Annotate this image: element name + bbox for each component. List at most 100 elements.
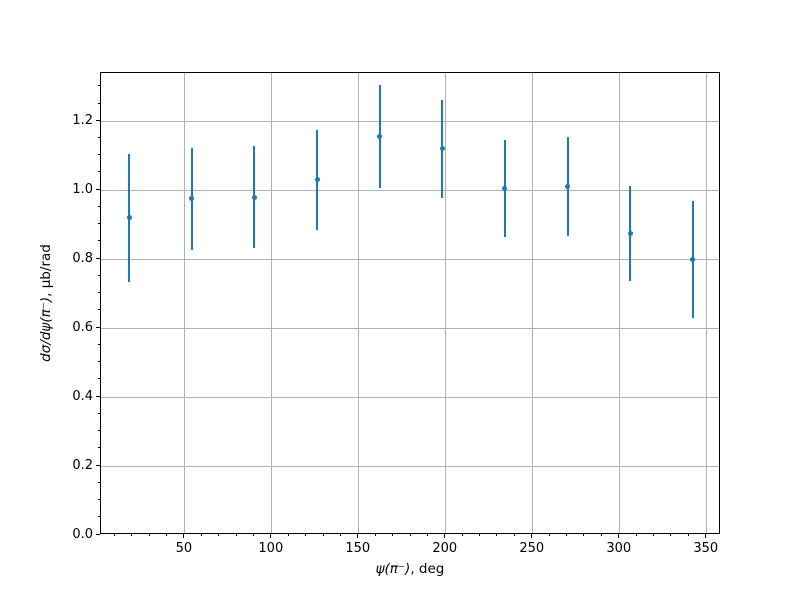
gridline-vertical bbox=[271, 73, 273, 533]
gridline-horizontal bbox=[101, 258, 719, 260]
y-axis-minor-tick bbox=[98, 343, 100, 345]
x-axis-minor-tick bbox=[200, 534, 202, 536]
x-axis-minor-tick bbox=[339, 534, 341, 536]
x-axis-label-math: ψ(π⁻) bbox=[375, 561, 411, 577]
x-axis-minor-tick bbox=[426, 534, 428, 536]
x-axis-major-tick bbox=[618, 534, 620, 538]
y-axis-minor-tick bbox=[98, 309, 100, 311]
y-axis-minor-tick bbox=[98, 171, 100, 173]
x-axis-minor-tick bbox=[131, 534, 133, 536]
x-axis-tick-label: 250 bbox=[519, 541, 545, 556]
data-point-marker bbox=[189, 196, 195, 202]
gridline-horizontal bbox=[101, 396, 719, 398]
x-axis-minor-tick bbox=[165, 534, 167, 536]
data-point-marker bbox=[377, 134, 383, 140]
gridline-horizontal bbox=[101, 120, 719, 122]
gridline-vertical bbox=[706, 73, 708, 533]
y-axis-tick-label: 1.2 bbox=[72, 112, 93, 128]
y-axis-tick-label: 0.8 bbox=[72, 250, 93, 266]
gridline-vertical bbox=[358, 73, 360, 533]
x-axis-minor-tick bbox=[670, 534, 672, 536]
y-axis-minor-tick bbox=[98, 154, 100, 156]
y-axis-tick-label: 1.0 bbox=[72, 181, 93, 197]
y-axis-minor-tick bbox=[98, 481, 100, 483]
x-axis-minor-tick bbox=[635, 534, 637, 536]
x-axis-tick-label: 300 bbox=[606, 541, 632, 556]
data-point-marker bbox=[502, 186, 508, 191]
y-axis-minor-tick bbox=[98, 274, 100, 276]
gridline-horizontal bbox=[101, 465, 719, 467]
y-axis-major-tick bbox=[96, 257, 100, 259]
gridline-vertical bbox=[619, 73, 621, 533]
y-axis-minor-tick bbox=[98, 430, 100, 432]
gridline-vertical bbox=[445, 73, 447, 533]
y-axis-tick-label: 0.0 bbox=[72, 526, 93, 542]
x-axis-minor-tick bbox=[113, 534, 115, 536]
y-axis-major-tick bbox=[96, 395, 100, 397]
x-axis-minor-tick bbox=[287, 534, 289, 536]
data-point-marker bbox=[251, 194, 257, 200]
x-axis-minor-tick bbox=[305, 534, 307, 536]
data-point-marker bbox=[627, 230, 633, 236]
x-axis-minor-tick bbox=[409, 534, 411, 536]
y-axis-minor-tick bbox=[98, 361, 100, 363]
x-axis-major-tick bbox=[444, 534, 446, 538]
x-axis-minor-tick bbox=[235, 534, 237, 536]
x-axis-tick-label: 150 bbox=[345, 541, 371, 556]
x-axis-minor-tick bbox=[496, 534, 498, 536]
data-point-marker bbox=[314, 177, 320, 183]
x-axis-minor-tick bbox=[687, 534, 689, 536]
gridline-vertical bbox=[184, 73, 186, 533]
data-point-marker bbox=[690, 256, 696, 262]
x-axis-major-tick bbox=[270, 534, 272, 538]
x-axis-label: ψ(π⁻), deg bbox=[0, 561, 800, 577]
x-axis-major-tick bbox=[531, 534, 533, 538]
gridline-vertical bbox=[532, 73, 534, 533]
y-axis-minor-tick bbox=[98, 499, 100, 501]
y-axis-major-tick bbox=[96, 188, 100, 190]
x-axis-tick-label: 50 bbox=[175, 541, 193, 556]
gridline-horizontal bbox=[101, 189, 719, 191]
x-axis-major-tick bbox=[705, 534, 707, 538]
x-axis-minor-tick bbox=[461, 534, 463, 536]
x-axis-tick-label: 100 bbox=[258, 541, 284, 556]
x-axis-tick-label: 200 bbox=[432, 541, 458, 556]
x-axis-minor-tick bbox=[218, 534, 220, 536]
x-axis-tick-label: 350 bbox=[693, 541, 719, 556]
x-axis-minor-tick bbox=[653, 534, 655, 536]
x-axis-major-tick bbox=[183, 534, 185, 538]
y-axis-minor-tick bbox=[98, 447, 100, 449]
x-axis-minor-tick bbox=[513, 534, 515, 536]
x-axis-minor-tick bbox=[583, 534, 585, 536]
y-axis-tick-label: 0.2 bbox=[72, 457, 93, 473]
x-axis-minor-tick bbox=[479, 534, 481, 536]
y-axis-tick-label: 0.4 bbox=[72, 388, 93, 404]
y-axis-minor-tick bbox=[98, 412, 100, 414]
y-axis-minor-tick bbox=[98, 378, 100, 380]
plot-area bbox=[100, 72, 720, 534]
y-axis-minor-tick bbox=[98, 223, 100, 225]
y-axis-minor-tick bbox=[98, 137, 100, 138]
y-axis-major-tick bbox=[96, 119, 100, 121]
y-axis-tick-label: 0.6 bbox=[72, 319, 93, 335]
x-axis-minor-tick bbox=[148, 534, 150, 536]
data-point-marker bbox=[565, 184, 571, 190]
y-axis-minor-tick bbox=[98, 205, 100, 207]
y-axis-major-tick bbox=[96, 464, 100, 466]
x-axis-minor-tick bbox=[566, 534, 568, 536]
x-axis-minor-tick bbox=[392, 534, 394, 536]
data-point-marker bbox=[439, 146, 445, 152]
x-axis-minor-tick bbox=[252, 534, 254, 536]
y-axis-minor-tick bbox=[98, 240, 100, 242]
x-axis-minor-tick bbox=[374, 534, 376, 536]
y-axis-minor-tick bbox=[98, 516, 100, 518]
y-axis-minor-tick bbox=[98, 85, 100, 87]
x-axis-label-unit: , deg bbox=[410, 561, 445, 577]
data-point-marker bbox=[126, 215, 132, 221]
x-axis-minor-tick bbox=[600, 534, 602, 536]
x-axis-minor-tick bbox=[322, 534, 324, 536]
y-axis-minor-tick bbox=[98, 292, 100, 294]
x-axis-minor-tick bbox=[548, 534, 550, 536]
y-axis-minor-tick bbox=[98, 102, 100, 104]
y-axis-major-tick bbox=[96, 326, 100, 328]
